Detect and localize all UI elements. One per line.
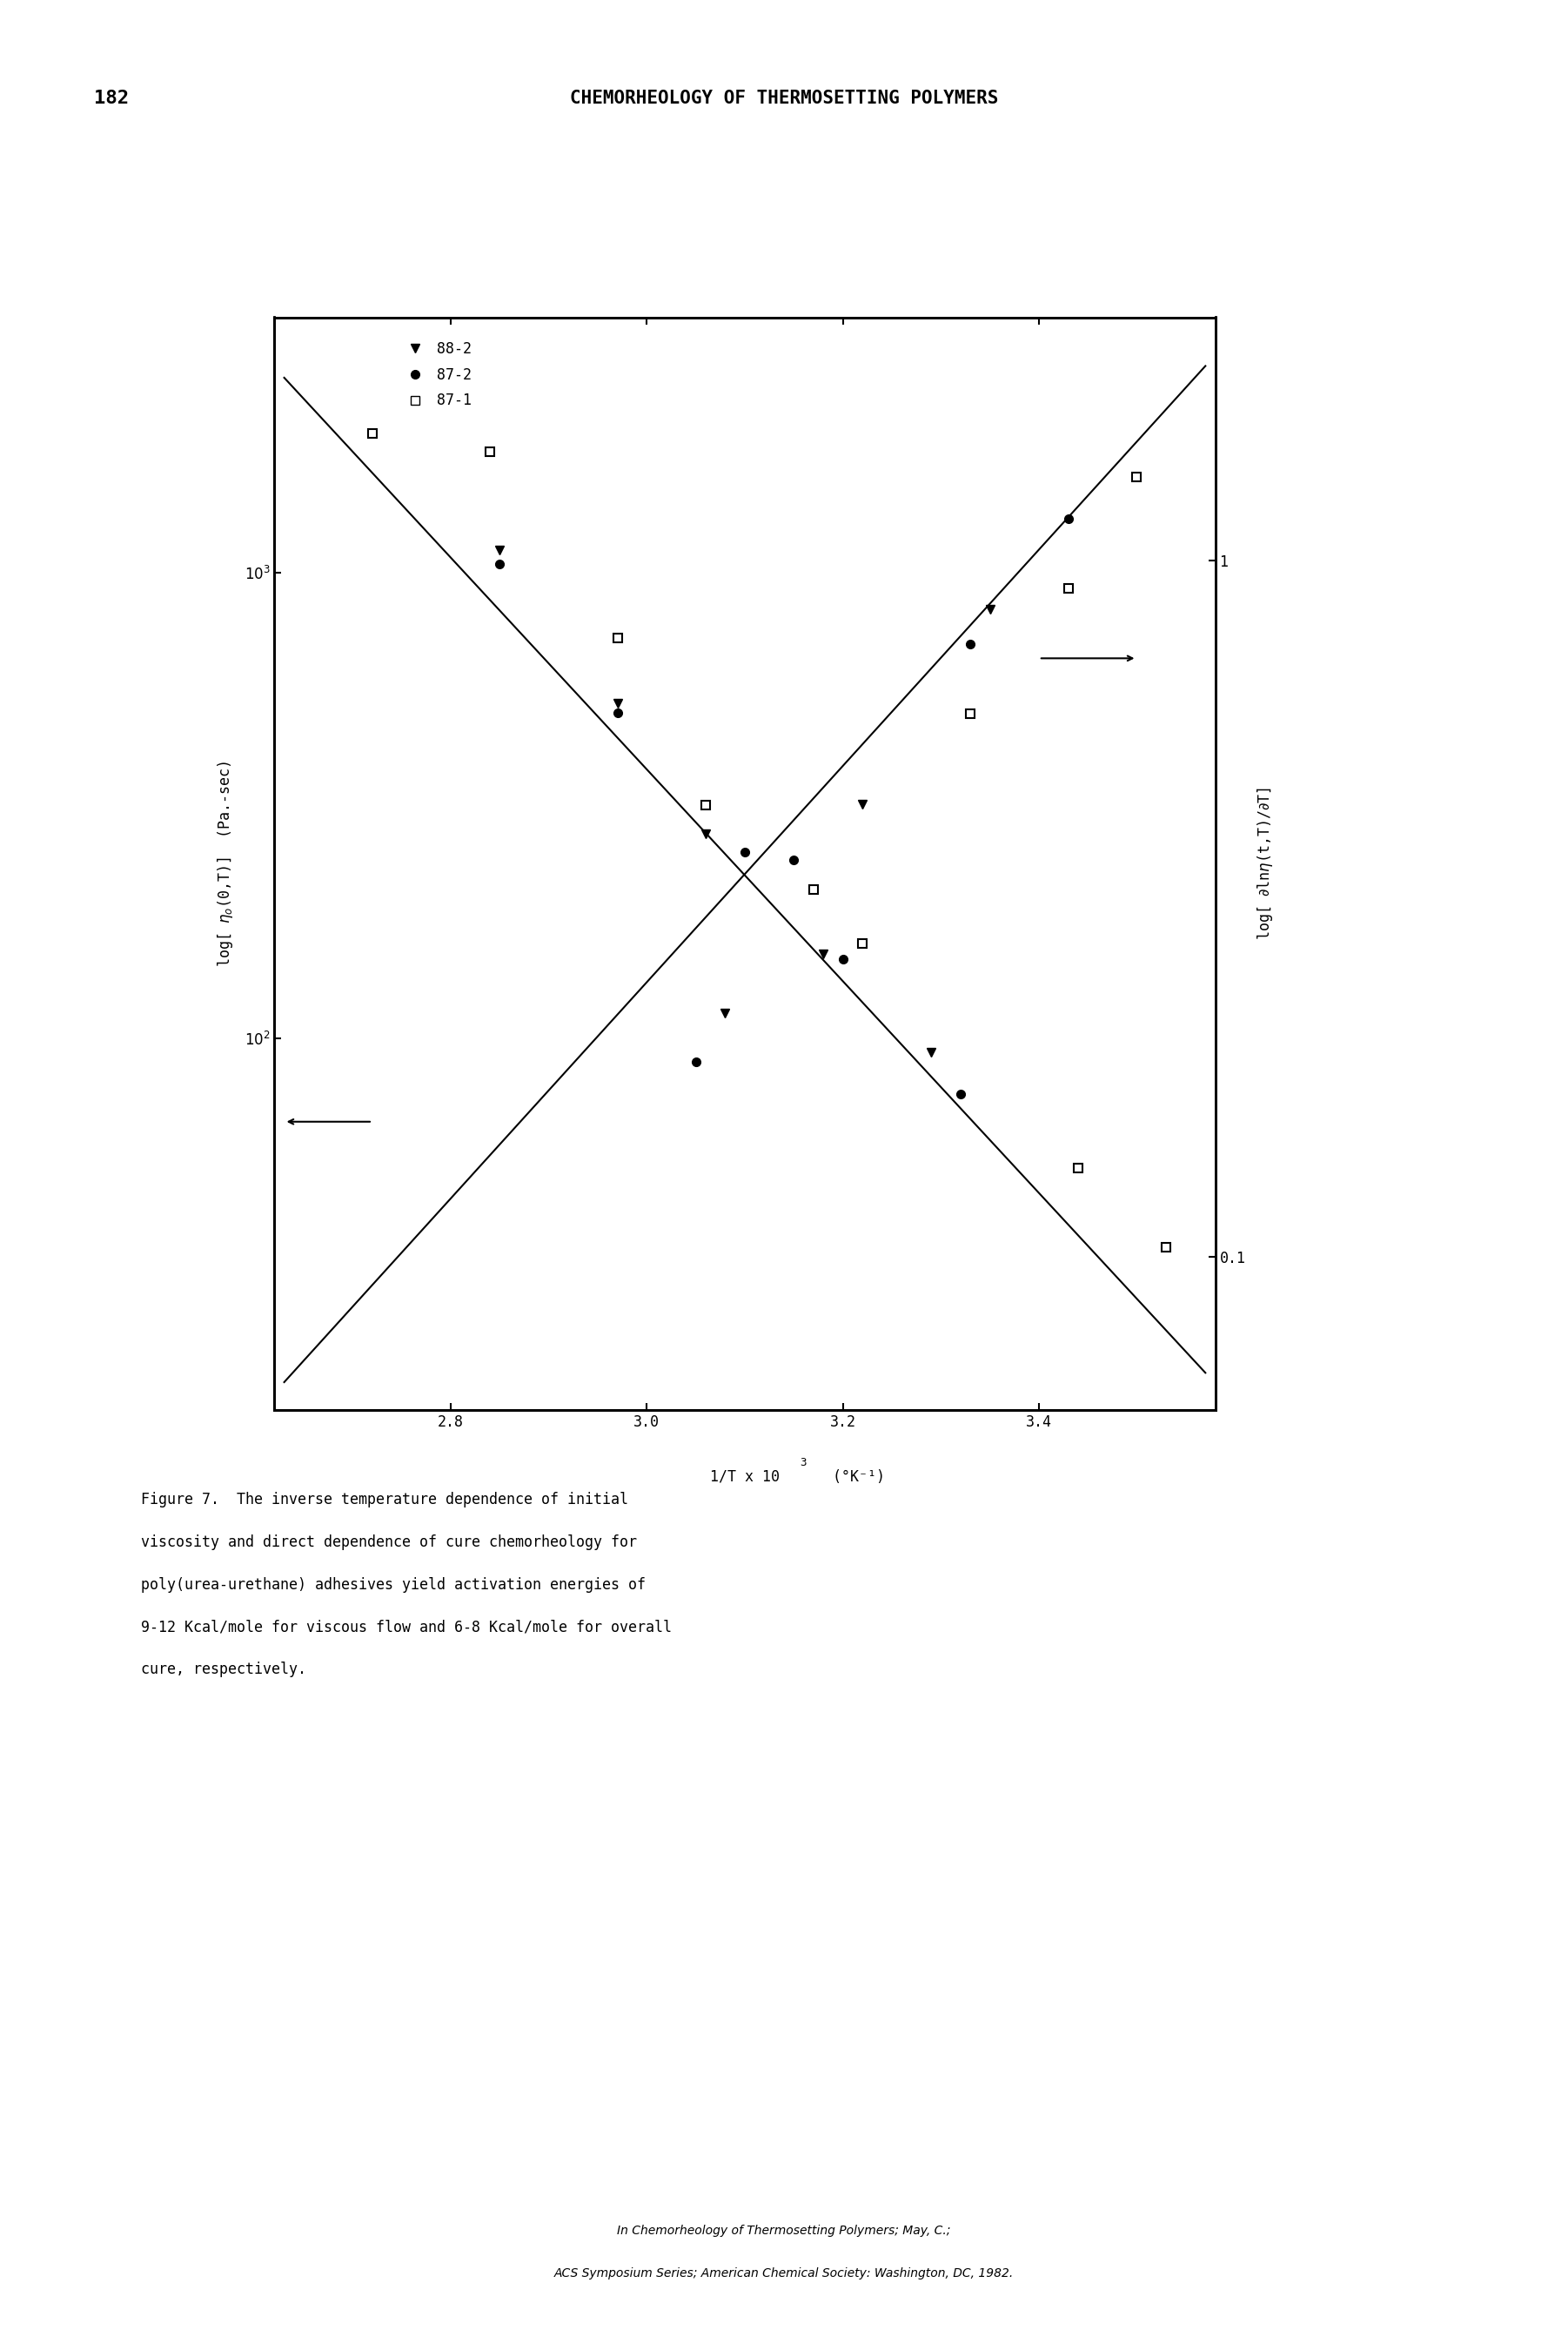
- Text: Figure 7.  The inverse temperature dependence of initial: Figure 7. The inverse temperature depend…: [141, 1492, 629, 1509]
- Text: CHEMORHEOLOGY OF THERMOSETTING POLYMERS: CHEMORHEOLOGY OF THERMOSETTING POLYMERS: [569, 89, 999, 106]
- Y-axis label: log[ $\partial$ln$\eta$(t,T)/$\partial$T]: log[ $\partial$ln$\eta$(t,T)/$\partial$T…: [1256, 787, 1275, 940]
- Text: 3: 3: [800, 1457, 806, 1469]
- Text: poly(urea-urethane) adhesives yield activation energies of: poly(urea-urethane) adhesives yield acti…: [141, 1577, 646, 1593]
- Text: (°K⁻¹): (°K⁻¹): [815, 1469, 884, 1485]
- Text: 182: 182: [94, 89, 129, 106]
- Text: 1/T x 10: 1/T x 10: [710, 1469, 779, 1485]
- Text: ACS Symposium Series; American Chemical Society: Washington, DC, 1982.: ACS Symposium Series; American Chemical …: [554, 2268, 1014, 2280]
- Text: viscosity and direct dependence of cure chemorheology for: viscosity and direct dependence of cure …: [141, 1535, 637, 1551]
- Legend: 88-2, 87-2, 87-1: 88-2, 87-2, 87-1: [395, 336, 477, 414]
- Text: cure, respectively.: cure, respectively.: [141, 1661, 306, 1678]
- Text: In Chemorheology of Thermosetting Polymers; May, C.;: In Chemorheology of Thermosetting Polyme…: [618, 2225, 950, 2237]
- Y-axis label: log[ $\eta_o$(0,T)]  (Pa.-sec): log[ $\eta_o$(0,T)] (Pa.-sec): [215, 761, 235, 966]
- Text: 9-12 Kcal/mole for viscous flow and 6-8 Kcal/mole for overall: 9-12 Kcal/mole for viscous flow and 6-8 …: [141, 1619, 673, 1636]
